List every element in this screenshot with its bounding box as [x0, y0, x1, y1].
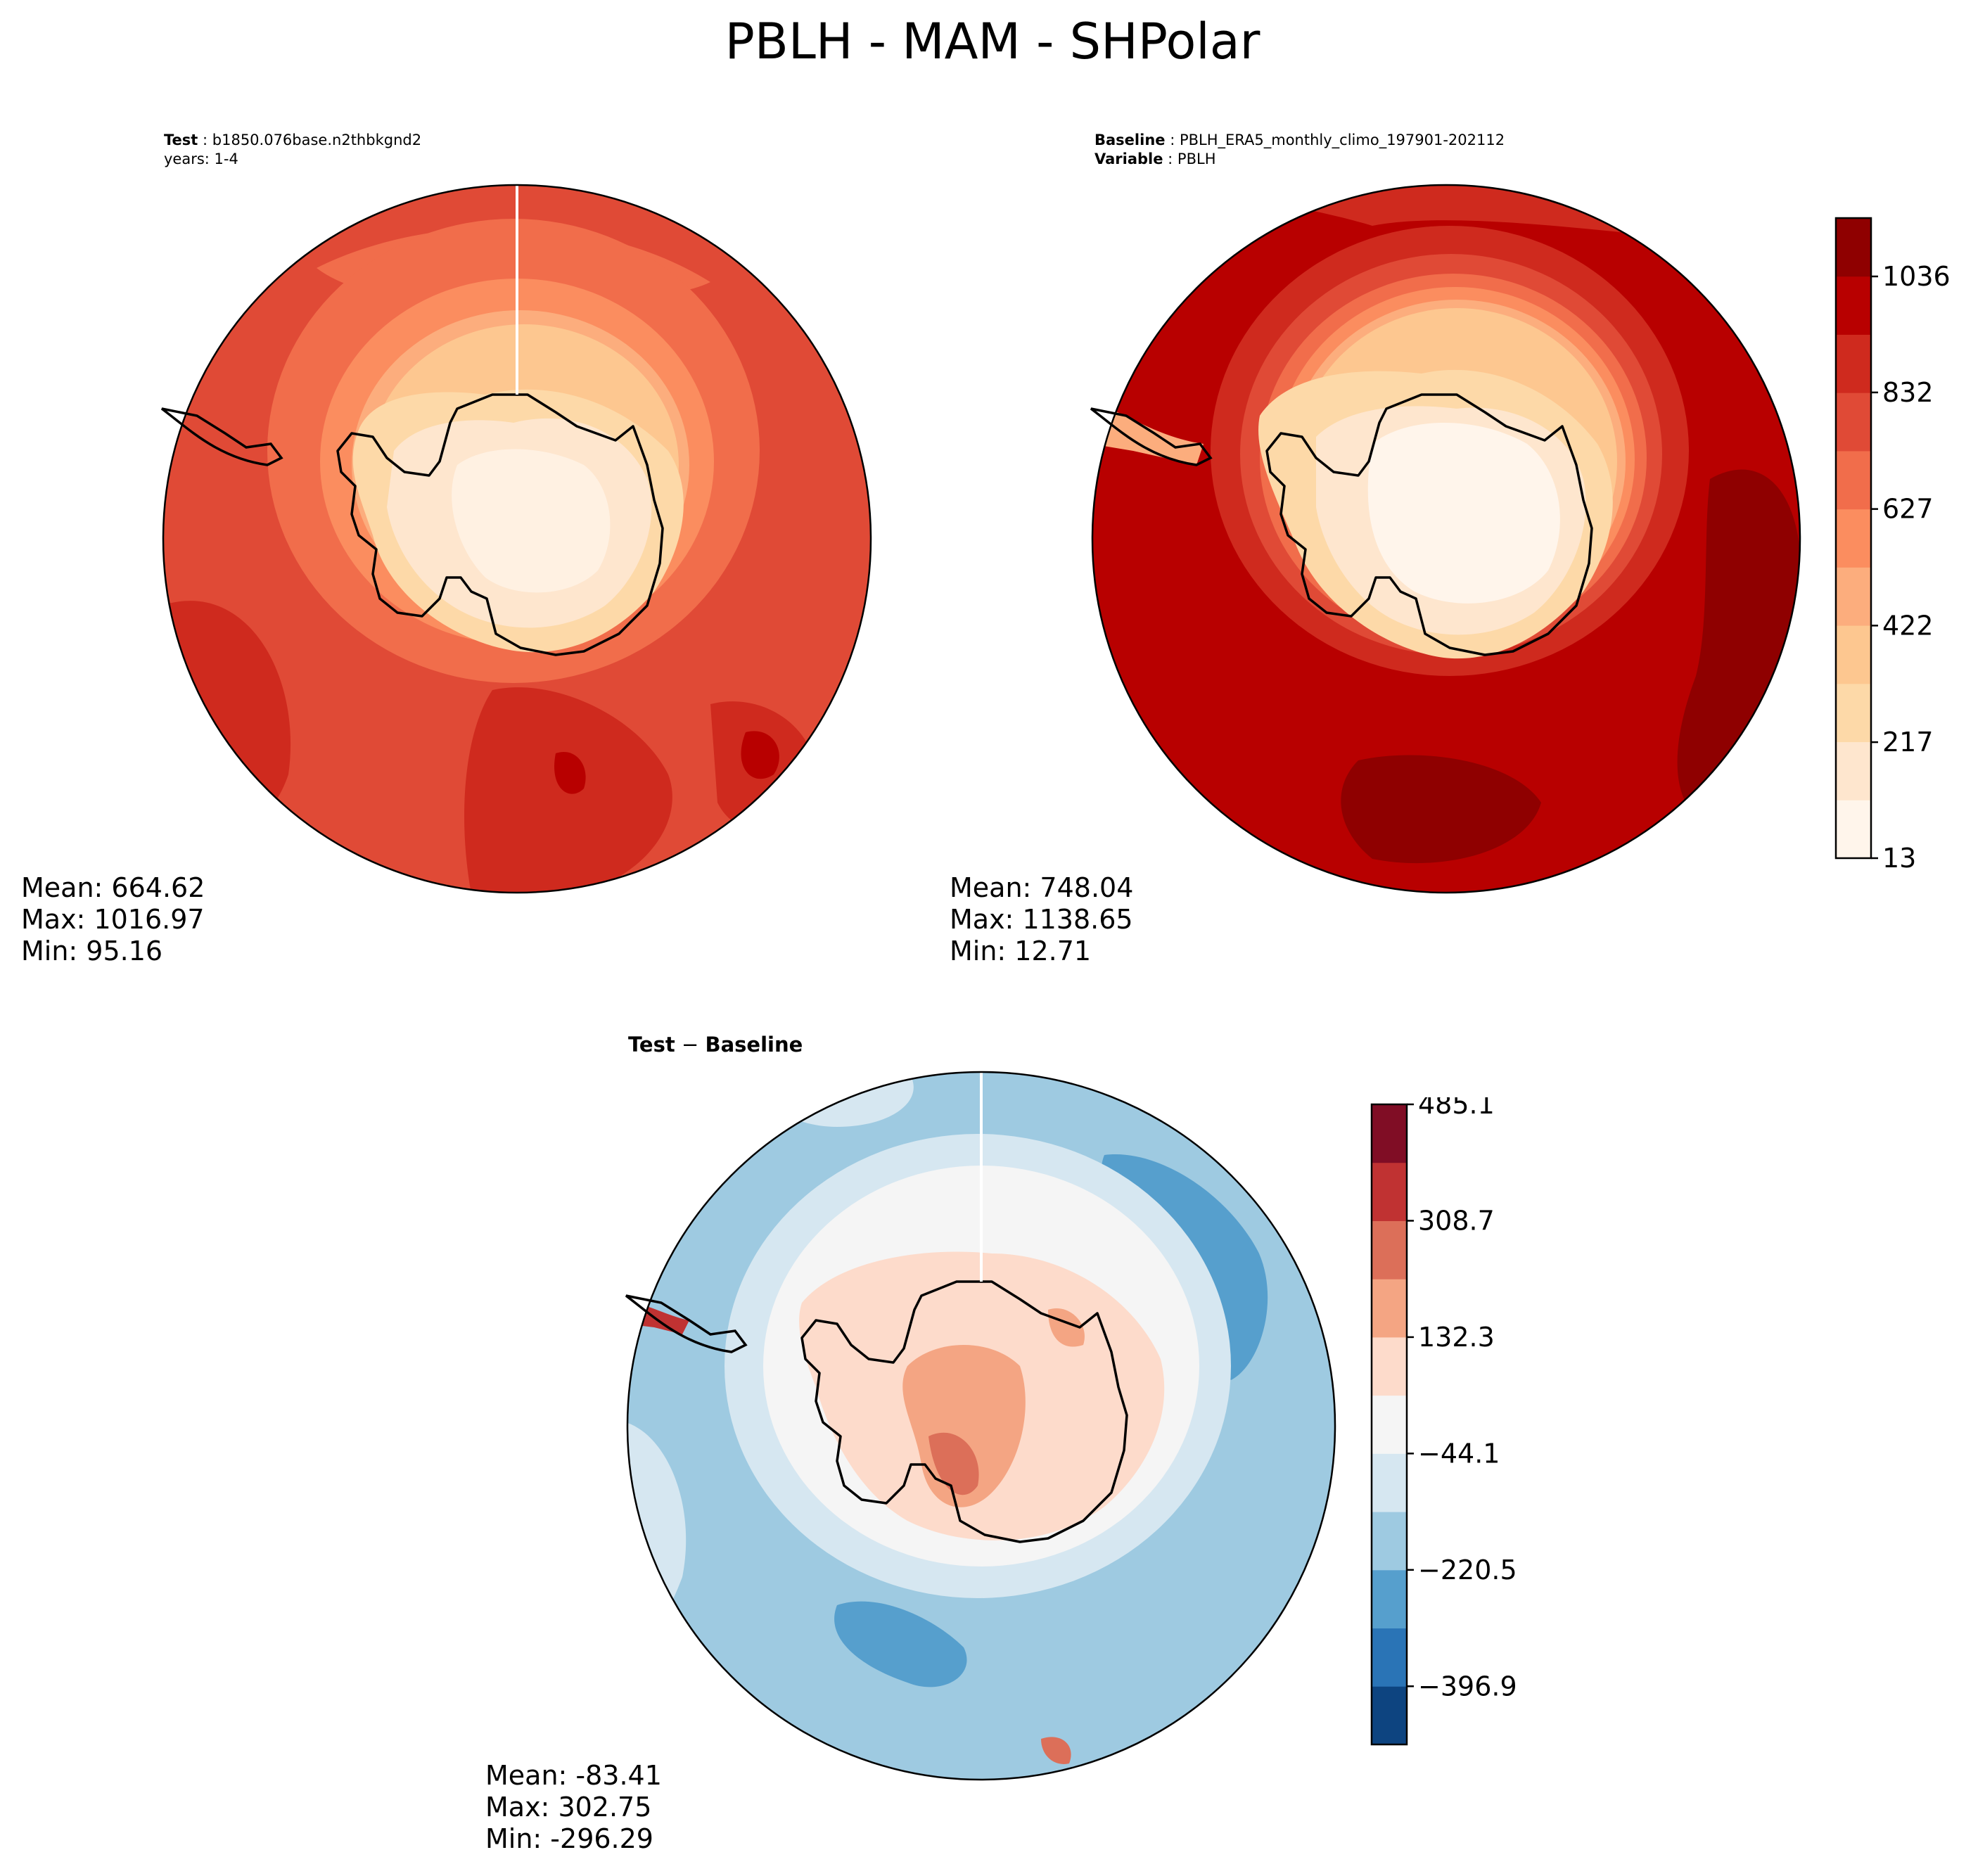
- baseline-coastline: [1265, 393, 1593, 656]
- baseline-case-name: PBLH_ERA5_monthly_climo_197901-202112: [1179, 132, 1505, 148]
- baseline-colorbar-tick-label: 1036: [1882, 261, 1951, 292]
- diff-colorbar-tick-label: 132.3: [1418, 1322, 1495, 1353]
- baseline-colorbar-tick-label: 832: [1882, 377, 1934, 408]
- test-annotation: Test : b1850.076base.n2thbkgnd2 years: 1…: [164, 132, 422, 167]
- diff-colorbar-border: [1370, 1103, 1408, 1746]
- diff-colorbar-level: [1372, 1162, 1407, 1221]
- baseline-colorbar-level: [1836, 276, 1871, 335]
- baseline-colorbar: 13 217 422 627 832 1036: [1834, 217, 1951, 874]
- test-label: Test: [164, 132, 198, 148]
- figure-title: PBLH - MAM - SHPolar: [725, 13, 1260, 70]
- diff-colorbar: −396.9 −220.5 −44.1 132.3 308.7 485.1: [1370, 1097, 1517, 1746]
- test-stats: Mean: 664.62 Max: 1016.97 Min: 95.16: [21, 872, 205, 967]
- diff-mean: Mean: -83.41: [485, 1760, 662, 1791]
- baseline-colorbar-level: [1836, 334, 1871, 393]
- diff-colorbar-level: [1372, 1336, 1407, 1396]
- diff-title-sep: −: [675, 1033, 706, 1057]
- variable-name: PBLH: [1177, 151, 1216, 167]
- baseline-colorbar-level: [1836, 393, 1871, 452]
- diff-max: Max: 302.75: [485, 1792, 652, 1823]
- diff-colorbar-tick-label: −396.9: [1418, 1671, 1517, 1702]
- variable-label: Variable: [1094, 151, 1163, 167]
- diff-title: Test − Baseline: [628, 1033, 803, 1057]
- test-min: Min: 95.16: [21, 936, 163, 966]
- baseline-annotation: Baseline : PBLH_ERA5_monthly_climo_19790…: [1094, 132, 1505, 167]
- baseline-colorbar-tick-label: 217: [1882, 727, 1934, 758]
- baseline-map: [1090, 184, 1801, 894]
- diff-coastline: [800, 1280, 1128, 1543]
- baseline-colorbar-level: [1836, 509, 1871, 568]
- diff-map-border: [626, 1071, 1336, 1781]
- baseline-min: Min: 12.71: [950, 936, 1092, 966]
- diff-colorbar-level: [1372, 1453, 1407, 1512]
- test-map: [160, 184, 872, 894]
- diff-colorbar-level: [1372, 1104, 1407, 1163]
- diff-colorbar-level: [1372, 1569, 1407, 1629]
- diff-seam: [980, 1071, 983, 1282]
- baseline-mean: Mean: 748.04: [950, 872, 1134, 903]
- baseline-stats: Mean: 748.04 Max: 1138.65 Min: 12.71: [950, 872, 1133, 967]
- diff-map: [625, 1071, 1336, 1781]
- diff-colorbar-level: [1372, 1220, 1407, 1280]
- diff-colorbar-level: [1372, 1686, 1407, 1745]
- diff-title-baseline: Baseline: [705, 1033, 803, 1057]
- test-years: years: 1-4: [164, 151, 238, 167]
- baseline-map-field: [1092, 185, 1800, 893]
- diff-peninsula: [625, 1294, 748, 1353]
- baseline-colorbar-tick-label: 627: [1882, 494, 1934, 525]
- baseline-map-border: [1091, 184, 1801, 894]
- baseline-colorbar-level: [1836, 625, 1871, 684]
- diff-stats: Mean: -83.41 Max: 302.75 Min: -296.29: [485, 1760, 662, 1855]
- diff-title-test: Test: [628, 1033, 675, 1057]
- baseline-peninsula: [1090, 407, 1213, 466]
- baseline-colorbar-level: [1836, 741, 1871, 800]
- test-mean: Mean: 664.62: [21, 872, 205, 903]
- test-seam: [516, 184, 518, 395]
- test-map-border: [162, 184, 872, 894]
- diff-colorbar-level: [1372, 1628, 1407, 1687]
- test-case-name: b1850.076base.n2thbkgnd2: [212, 132, 422, 148]
- test-peninsula: [160, 407, 283, 466]
- test-max: Max: 1016.97: [21, 904, 205, 935]
- baseline-max: Max: 1138.65: [950, 904, 1133, 935]
- baseline-colorbar-level: [1836, 800, 1871, 859]
- diff-colorbar-tick-label: −220.5: [1418, 1555, 1517, 1585]
- baseline-colorbar-level: [1836, 683, 1871, 743]
- baseline-colorbar-tick-label: 422: [1882, 610, 1934, 641]
- baseline-colorbar-level: [1836, 567, 1871, 626]
- diff-colorbar-tick-label: 308.7: [1418, 1205, 1495, 1236]
- diff-colorbar-tick-label: −44.1: [1418, 1438, 1500, 1469]
- diff-colorbar-tick-label: 485.1: [1418, 1097, 1495, 1120]
- diff-colorbar-level: [1372, 1279, 1407, 1338]
- baseline-colorbar-level: [1836, 218, 1871, 277]
- baseline-colorbar-tick-label: 13: [1882, 843, 1916, 874]
- diff-colorbar-level: [1372, 1395, 1407, 1454]
- test-coastline: [336, 393, 664, 656]
- baseline-colorbar-border: [1834, 217, 1872, 860]
- diff-colorbar-level: [1372, 1512, 1407, 1571]
- baseline-colorbar-level: [1836, 450, 1871, 510]
- baseline-label: Baseline: [1094, 132, 1166, 148]
- diff-min: Min: -296.29: [485, 1823, 653, 1854]
